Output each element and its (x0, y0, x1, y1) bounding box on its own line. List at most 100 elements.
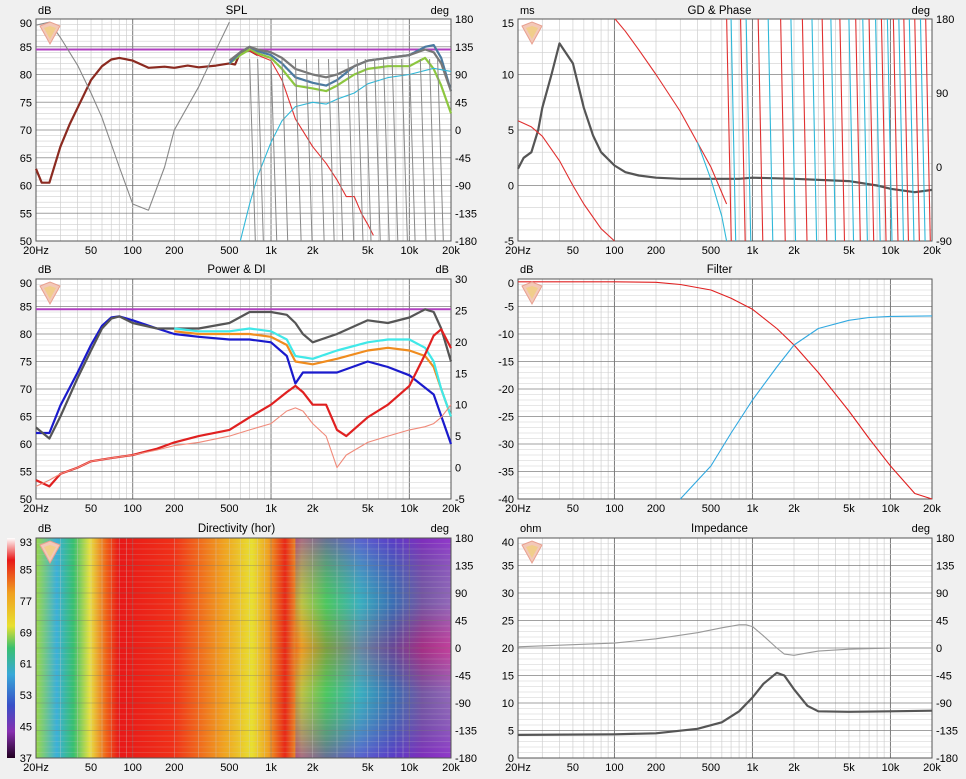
directivity-heatmap-overlay (295, 538, 451, 758)
x-tick-label: 100 (605, 762, 623, 774)
y-tick-label: 5 (508, 125, 514, 137)
x-tick-label: 10k (400, 245, 418, 257)
x-tick-label: 1k (747, 762, 759, 774)
x-tick-label: 2k (307, 245, 319, 257)
y-tick-label: 65 (20, 412, 32, 424)
y2-tick-label: -45 (936, 671, 952, 683)
y2-tick-label: 135 (455, 561, 473, 573)
chart-title: Filter (707, 264, 733, 276)
y-tick-label: 85 (20, 42, 32, 54)
grid (518, 278, 932, 500)
x-tick-label: 200 (647, 245, 665, 257)
y2-tick-label: -5 (455, 494, 465, 506)
x-tick-label: 1k (265, 503, 277, 515)
x-tick-label: 5k (843, 503, 855, 515)
chart-title: SPL (226, 5, 248, 17)
x-tick-label: 20Hz (505, 245, 531, 257)
logo-icon (521, 540, 543, 565)
y2-tick-label: -180 (455, 753, 477, 765)
y2-tick-label: 0 (936, 162, 942, 174)
series-line-3 (696, 142, 728, 242)
series-line-1 (228, 48, 453, 114)
y-axis-label: dB (38, 523, 51, 535)
x-tick-label: 1k (265, 245, 277, 257)
y-tick-label: 69 (20, 627, 32, 639)
y-tick-label: -10 (498, 329, 514, 341)
x-tick-label: 200 (165, 762, 183, 774)
series-line-2 (228, 43, 453, 92)
y2-tick-label: 90 (455, 70, 467, 82)
y-tick-label: 53 (20, 690, 32, 702)
chart-title: Power & DI (207, 264, 265, 276)
y2-tick-label: -180 (455, 236, 477, 248)
x-tick-label: 200 (165, 503, 183, 515)
x-tick-label: 20Hz (505, 503, 531, 515)
logo-icon (39, 540, 61, 565)
y-tick-label: 80 (20, 70, 32, 82)
y2-tick-label: 180 (936, 14, 954, 26)
logo-icon (39, 21, 61, 46)
y2-tick-label: 0 (455, 125, 461, 137)
y2-tick-label: 135 (936, 561, 954, 573)
y-tick-label: 30 (502, 588, 514, 600)
y-tick-label: -5 (504, 302, 514, 314)
y-tick-label: 75 (20, 97, 32, 109)
y2-tick-label: 90 (455, 588, 467, 600)
x-tick-label: 1k (265, 762, 277, 774)
y2-tick-label: 15 (455, 368, 467, 380)
x-tick-label: 10k (882, 762, 900, 774)
y2-tick-label: 0 (936, 643, 942, 655)
y-tick-label: 5 (508, 726, 514, 738)
series-line-1 (35, 308, 453, 440)
y2-axis-label: dB (436, 264, 449, 276)
series-line-2 (174, 330, 453, 417)
y-tick-label: 0 (508, 181, 514, 193)
plot-border (35, 18, 452, 242)
x-tick-label: 10k (400, 503, 418, 515)
y-tick-label: 35 (502, 561, 514, 573)
y-tick-label: -5 (504, 236, 514, 248)
y2-tick-label: -90 (936, 698, 952, 710)
y2-tick-label: -45 (455, 153, 471, 165)
x-tick-label: 5k (843, 762, 855, 774)
plot-border (35, 537, 452, 759)
y-tick-label: 90 (20, 18, 32, 30)
colorbar (7, 538, 15, 758)
logo-icon (521, 21, 543, 46)
x-tick-label: 500 (220, 503, 238, 515)
x-tick-label: 5k (362, 762, 374, 774)
y2-axis-label: deg (912, 523, 930, 535)
grid (36, 278, 451, 500)
x-tick-label: 50 (567, 762, 579, 774)
chart-title: GD & Phase (688, 5, 752, 17)
y-tick-label: 60 (20, 439, 32, 451)
x-tick-label: 500 (220, 762, 238, 774)
x-tick-label: 100 (605, 245, 623, 257)
y-tick-label: 77 (20, 596, 32, 608)
y-tick-label: 15 (502, 671, 514, 683)
y2-tick-label: 30 (455, 274, 467, 286)
y-axis-label: ms (520, 5, 535, 17)
plot-border (517, 278, 933, 500)
y2-tick-label: -45 (455, 671, 471, 683)
y2-tick-label: -90 (936, 236, 952, 248)
logo-icon (39, 281, 61, 306)
y-tick-label: 15 (502, 18, 514, 30)
phase-wrap-lines (249, 58, 444, 242)
x-tick-label: 10k (882, 503, 900, 515)
y-tick-label: 90 (20, 278, 32, 290)
y2-tick-label: 135 (455, 42, 473, 54)
x-tick-label: 20k (442, 245, 460, 257)
y2-tick-label: -90 (455, 698, 471, 710)
y2-tick-label: -135 (455, 726, 477, 738)
series-line-1 (517, 120, 615, 242)
y-tick-label: 0 (508, 278, 514, 290)
x-tick-label: 500 (220, 245, 238, 257)
x-tick-label: 20k (923, 762, 941, 774)
x-tick-label: 500 (702, 503, 720, 515)
y-tick-label: 40 (502, 537, 514, 549)
x-tick-label: 20Hz (505, 762, 531, 774)
